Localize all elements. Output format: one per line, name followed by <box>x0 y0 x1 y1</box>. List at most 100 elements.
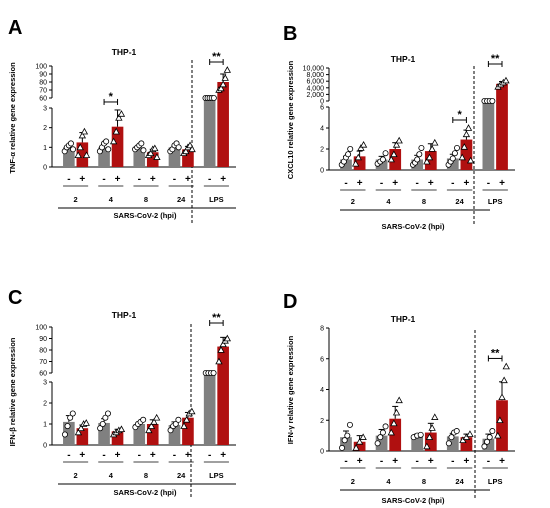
data-point-infected <box>502 362 510 370</box>
data-point-infected <box>359 433 367 440</box>
panel-a: A THP-1 TNF-α relative gene expression 0 1 2 3… <box>8 17 236 224</box>
data-point-infected <box>425 153 434 161</box>
data-point-infected <box>428 145 436 152</box>
y-tick-label: 90 <box>39 72 47 79</box>
data-point-mock <box>445 440 452 447</box>
bar-mock-2 <box>63 421 75 445</box>
condition-label: - <box>173 450 176 461</box>
condition-label: - <box>102 450 105 461</box>
data-point-mock <box>417 431 424 438</box>
data-point-mock <box>374 440 381 447</box>
data-point-mock <box>449 155 456 162</box>
y-axis-label: TNF-α relative gene expression <box>8 62 17 174</box>
x-axis-label: SARS-CoV-2 (hpi) <box>114 488 177 497</box>
condition-label: - <box>173 174 176 185</box>
condition-label: + <box>79 450 85 461</box>
y-axis-label: CXCL10 relative gene expression <box>286 60 295 179</box>
bar-infected-8 <box>146 152 159 167</box>
bar-mock-4 <box>98 147 110 167</box>
data-point-mock <box>454 144 461 151</box>
data-point-mock <box>70 146 77 153</box>
data-point-mock <box>345 151 352 158</box>
data-point-mock <box>414 156 421 163</box>
data-point-infected <box>115 114 123 121</box>
condition-label: - <box>102 174 105 185</box>
y-tick-label: 6,000 <box>306 79 324 86</box>
data-point-infected <box>392 140 401 148</box>
data-point-mock <box>105 146 112 153</box>
data-point-mock <box>382 150 389 157</box>
panel-title: THP-1 <box>391 54 416 64</box>
significance-label: * <box>457 109 462 121</box>
data-point-infected <box>387 155 395 163</box>
data-point-infected <box>117 110 126 117</box>
y-tick-label: 0 <box>320 99 324 106</box>
condition-label: + <box>392 456 398 467</box>
data-point-infected <box>74 151 82 159</box>
data-point-infected <box>78 131 87 139</box>
condition-label: - <box>451 456 454 467</box>
bar-infected-24 <box>460 437 473 451</box>
bar-mock-2 <box>63 147 75 167</box>
condition-label: + <box>463 178 469 189</box>
condition-label: - <box>208 450 211 461</box>
data-point-infected <box>496 416 504 424</box>
y-tick-label: 4 <box>320 387 324 394</box>
bar-infected-2 <box>353 156 366 170</box>
data-point-infected <box>182 415 191 423</box>
condition-label: + <box>428 456 434 467</box>
data-point-mock <box>138 140 145 147</box>
bar-infected-4 <box>111 431 124 445</box>
data-point-infected <box>351 159 360 167</box>
data-point-mock <box>69 410 76 417</box>
y-tick-label: 2 <box>320 418 324 425</box>
data-point-infected <box>112 127 120 135</box>
bar-infected-24 <box>182 417 194 445</box>
data-point-infected <box>146 149 155 157</box>
panel-letter: C <box>8 287 22 309</box>
condition-label: + <box>463 456 469 467</box>
group-label: 2 <box>74 195 78 204</box>
data-point-mock <box>341 437 348 444</box>
y-axis-label: IFN-γ relative gene expression <box>286 335 295 444</box>
data-point-mock <box>486 434 493 441</box>
condition-label: + <box>79 174 85 185</box>
condition-label: + <box>115 450 121 461</box>
data-point-infected <box>186 141 194 149</box>
data-point-mock <box>346 421 353 428</box>
data-point-mock <box>140 416 147 423</box>
group-label: 24 <box>177 195 186 204</box>
y-tick-label: 70 <box>39 359 47 366</box>
condition-label: + <box>357 456 363 467</box>
data-point-mock <box>175 416 182 423</box>
data-point-mock <box>210 95 217 102</box>
group-label: 24 <box>455 477 464 486</box>
bar-mock-8 <box>133 147 146 167</box>
data-point-infected <box>458 153 466 161</box>
data-point-mock <box>489 428 496 435</box>
condition-label: - <box>380 178 383 189</box>
data-point-mock <box>210 369 217 376</box>
condition-label: + <box>428 178 434 189</box>
bar-infected-8 <box>424 151 437 170</box>
y-tick-label: 2 <box>43 401 47 408</box>
data-point-infected <box>223 334 231 342</box>
data-point-infected <box>390 419 398 427</box>
bar-infected-4 <box>389 149 402 170</box>
bar-infected-LPS <box>217 346 229 445</box>
data-point-infected <box>217 84 225 92</box>
data-point-infected <box>152 413 161 421</box>
data-point-infected <box>431 413 439 420</box>
group-label: 24 <box>455 197 464 206</box>
group-label: 4 <box>386 477 391 486</box>
data-point-mock <box>382 423 389 430</box>
data-point-infected <box>395 396 403 404</box>
condition-label: + <box>220 174 226 185</box>
data-point-infected <box>498 393 506 400</box>
condition-label: + <box>392 178 398 189</box>
bar-mock-24 <box>446 436 459 451</box>
data-point-infected <box>151 144 159 152</box>
